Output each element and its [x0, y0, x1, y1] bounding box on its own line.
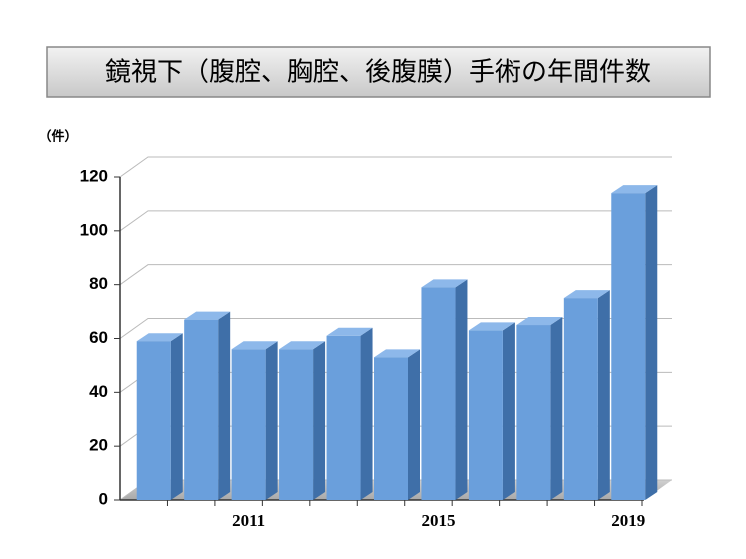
bar-top: [611, 185, 658, 194]
bar: [563, 298, 598, 500]
bar-top: [374, 349, 420, 358]
y-tick-label: 0: [99, 489, 108, 508]
bar-side: [455, 279, 468, 500]
bar-side: [218, 311, 231, 500]
bar-side: [597, 290, 610, 500]
title-box: [46, 46, 711, 98]
bar-side: [170, 333, 183, 500]
x-tick-label: 2019: [611, 511, 645, 530]
bar: [136, 341, 171, 500]
grid-line: [119, 264, 672, 286]
bar-side: [313, 341, 326, 500]
bar-top: [279, 341, 326, 350]
bar: [231, 349, 266, 500]
bar: [468, 330, 503, 500]
bar-side: [360, 327, 373, 500]
grid-line: [119, 156, 672, 178]
bar-top: [563, 290, 610, 299]
grid-line: [119, 210, 672, 232]
bar-top: [516, 317, 563, 326]
bar-side: [502, 322, 515, 500]
y-tick-label: 100: [80, 220, 108, 239]
bar-top: [468, 322, 515, 331]
bar-top: [231, 341, 278, 350]
bar-top: [421, 279, 468, 288]
bar: [374, 357, 408, 500]
x-tick-label: 2015: [421, 511, 455, 530]
bar-side: [645, 185, 658, 500]
bar-side: [265, 341, 278, 500]
bar-side: [408, 349, 420, 500]
y-tick-label: 20: [89, 436, 108, 455]
bar-top: [136, 333, 183, 342]
x-tick-label: 2011: [232, 511, 265, 530]
bar: [279, 349, 314, 500]
bar-side: [550, 317, 563, 500]
y-tick-label: 40: [89, 382, 108, 401]
grid-line: [119, 318, 672, 339]
bar-top: [184, 311, 231, 320]
chart-title: 鏡視下（腹腔、胸腔、後腹膜）手術の年間件数: [105, 58, 651, 88]
bar: [421, 287, 456, 500]
bar: [611, 193, 646, 500]
y-tick-label: 80: [89, 274, 108, 293]
y-tick-label: 120: [80, 166, 108, 185]
bar-top: [326, 327, 373, 336]
bar: [516, 325, 551, 500]
bar: [184, 319, 219, 500]
y-axis-label: （件）: [38, 129, 77, 145]
bar: [326, 335, 361, 500]
y-tick-label: 60: [89, 328, 108, 347]
